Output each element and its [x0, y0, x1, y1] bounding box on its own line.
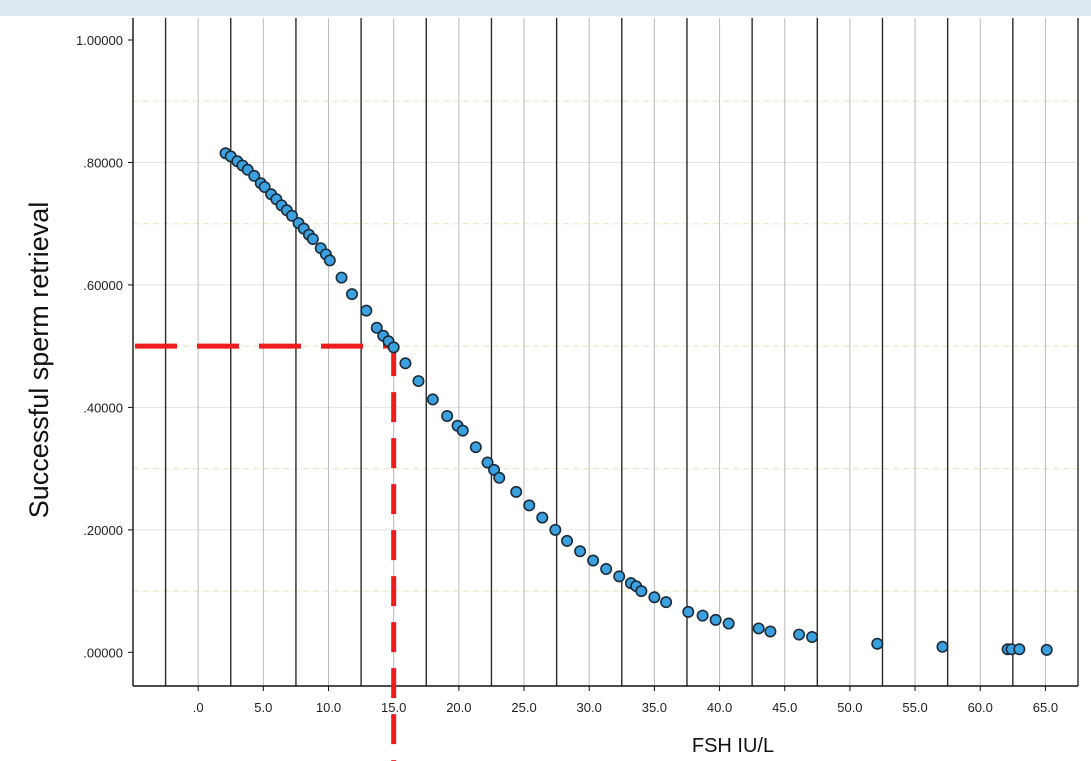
data-point: [549, 523, 562, 536]
x-tick-label: 5.0: [254, 700, 272, 715]
data-point: [806, 631, 819, 644]
data-point: [722, 617, 735, 630]
data-point: [764, 625, 777, 638]
header-band: [0, 0, 1091, 16]
x-tick-label: 10.0: [316, 700, 341, 715]
data-point: [306, 233, 319, 246]
data-point: [561, 534, 574, 547]
data-point: [510, 485, 523, 498]
y-tick-labels: .00000 .20000 .40000 .60000 .80000 1.00000: [76, 33, 133, 660]
data-point: [1013, 643, 1026, 656]
data-point: [412, 375, 425, 388]
data-point: [345, 288, 358, 301]
y-tick-label: .00000: [83, 645, 123, 660]
data-point: [469, 441, 482, 454]
y-tick-label: .60000: [83, 278, 123, 293]
data-points: [219, 147, 1053, 656]
data-point: [574, 545, 587, 558]
y-tick-label: .20000: [83, 523, 123, 538]
x-tick-label: 25.0: [511, 700, 536, 715]
data-point: [493, 471, 506, 484]
y-tick-label: 1.00000: [76, 33, 123, 48]
data-point: [360, 304, 373, 317]
x-tick-label: 65.0: [1033, 700, 1058, 715]
data-point: [613, 570, 626, 583]
x-tick-label: 15.0: [381, 700, 406, 715]
x-axis-title: FSH IU/L: [692, 735, 774, 757]
x-tick-label: 30.0: [577, 700, 602, 715]
data-point: [635, 585, 648, 598]
data-point: [248, 169, 261, 182]
data-point: [335, 271, 348, 284]
y-tick-label: .80000: [83, 155, 123, 170]
x-tick-label: 60.0: [968, 700, 993, 715]
data-point: [600, 563, 613, 576]
data-point: [936, 640, 949, 653]
y-axis-title: Successful sperm retrieval: [24, 202, 54, 519]
data-point: [426, 393, 439, 406]
data-point: [387, 341, 400, 354]
x-tick-label: 40.0: [707, 700, 732, 715]
y-tick-label: .40000: [83, 400, 123, 415]
x-tick-label: 20.0: [446, 700, 471, 715]
grid: [133, 18, 1079, 686]
data-point: [587, 554, 600, 567]
x-tick-labels: .0 5.0 10.0 15.0 20.0 25.0 30.0 35.0 40.0 45.0 50.…: [193, 686, 1058, 715]
x-tick-label: 55.0: [902, 700, 927, 715]
data-point: [323, 254, 336, 267]
data-point: [536, 511, 549, 524]
data-point: [696, 609, 709, 622]
data-point: [1040, 643, 1053, 656]
data-point: [481, 456, 494, 469]
data-point: [370, 321, 383, 334]
data-point: [660, 596, 673, 609]
data-point: [441, 409, 454, 422]
data-point: [752, 622, 765, 635]
data-point: [258, 180, 271, 193]
x-tick-label: 45.0: [772, 700, 797, 715]
reference-lines: [135, 343, 397, 761]
data-point: [648, 591, 661, 604]
x-tick-label: 50.0: [837, 700, 862, 715]
data-point: [709, 613, 722, 626]
x-tick-label: 35.0: [642, 700, 667, 715]
header-band-fill: [0, 0, 1091, 16]
axes: [132, 18, 1078, 687]
data-point: [523, 499, 536, 512]
data-point: [793, 628, 806, 641]
data-point: [456, 424, 469, 437]
data-point: [682, 605, 695, 618]
data-point: [399, 357, 412, 370]
data-point: [871, 637, 884, 650]
data-point: [286, 209, 299, 222]
x-tick-label: .0: [193, 700, 204, 715]
